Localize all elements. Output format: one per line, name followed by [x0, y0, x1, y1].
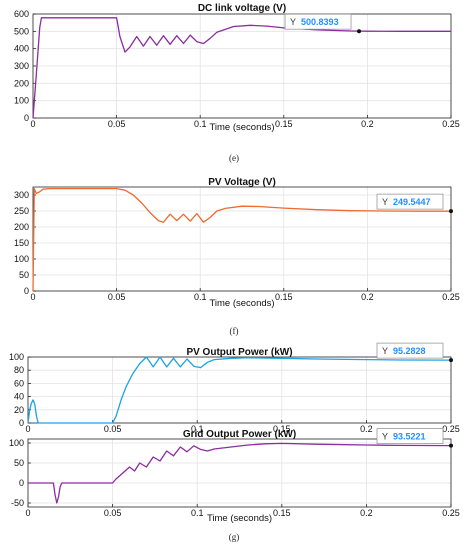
y-tick-label-4: 80 — [14, 365, 24, 375]
datatip-marker — [449, 209, 453, 214]
x-tick-label-0: 0 — [30, 119, 35, 129]
x-tick-label-2: 0.1 — [194, 119, 207, 129]
y-tick-label-0: 0 — [24, 113, 29, 123]
x-tick-label-1: 0.05 — [108, 292, 126, 302]
axes-frame — [27, 356, 452, 424]
x-tick-label-0: 0 — [25, 424, 30, 434]
chart-title: Grid Output Power (kW) — [183, 429, 296, 440]
x-tick-label-5: 0.25 — [442, 508, 460, 518]
y-tick-label-3: 150 — [14, 238, 29, 248]
plot-area — [28, 357, 451, 423]
chart-title: PV Voltage (V) — [208, 177, 276, 188]
datatip-box — [376, 428, 444, 444]
x-tick-label-5: 0.25 — [442, 292, 460, 302]
y-tick-label-5: 250 — [14, 206, 29, 216]
x-tick-label-5: 0.25 — [442, 119, 460, 129]
chart-title: DC link voltage (V) — [198, 3, 286, 14]
datatip-label: Y — [382, 346, 388, 356]
y-tick-label-1: 100 — [14, 96, 29, 106]
x-tick-label-3: 0.15 — [275, 119, 293, 129]
x-tick-label-3: 0.15 — [273, 508, 291, 518]
y-tick-label-6: 300 — [14, 190, 29, 200]
y-tick-label-0: -50 — [11, 498, 24, 508]
series-line-1 — [32, 187, 451, 292]
datatip-box — [376, 193, 444, 210]
y-tick-label-0: 0 — [19, 418, 24, 428]
y-tick-label-2: 200 — [14, 78, 29, 88]
datatip-value: 93.5221 — [393, 432, 426, 442]
x-tick-label-4: 0.2 — [361, 119, 374, 129]
series-line-1 — [32, 17, 451, 119]
datatip-marker — [449, 443, 453, 448]
y-tick-label-4: 200 — [14, 222, 29, 232]
datatip-label: Y — [290, 17, 296, 27]
x-tick-label-5: 0.25 — [442, 424, 460, 434]
x-axis-label: Time (seconds) — [209, 122, 274, 133]
chart-2: 0 0.05 0.1 0.15 0.2 0.25 0 50 100 150 200 250 300 PV … — [14, 177, 460, 309]
caption-f: (f) — [230, 326, 239, 336]
y-tick-label-5: 100 — [9, 352, 24, 362]
caption-g: (g) — [229, 532, 240, 542]
datatip-value: 500.8393 — [301, 17, 339, 27]
x-axis-label: Time (seconds) — [207, 513, 272, 524]
x-tick-label-1: 0.05 — [108, 119, 126, 129]
y-tick-label-3: 60 — [14, 378, 24, 388]
x-tick-label-4: 0.2 — [360, 508, 373, 518]
x-tick-label-1: 0.05 — [104, 508, 122, 518]
x-tick-label-2: 0.1 — [191, 508, 204, 518]
y-tick-label-5: 500 — [14, 26, 29, 36]
y-tick-label-1: 0 — [19, 478, 24, 488]
datatip-marker — [357, 29, 362, 34]
y-tick-label-2: 50 — [14, 458, 24, 468]
series-line-1 — [28, 442, 452, 504]
x-tick-label-0: 0 — [25, 508, 30, 518]
y-tick-label-2: 40 — [14, 392, 24, 402]
y-tick-label-1: 20 — [14, 405, 24, 415]
datatip-value: 95.2828 — [393, 346, 426, 356]
datatip-value: 249.5447 — [393, 197, 431, 207]
y-tick-label-4: 400 — [14, 44, 29, 54]
x-tick-label-3: 0.15 — [275, 292, 293, 302]
y-tick-label-2: 100 — [14, 254, 29, 264]
chart-title: PV Output Power (kW) — [186, 347, 292, 358]
y-tick-label-3: 100 — [9, 438, 24, 448]
datatip-box — [284, 13, 352, 30]
datatip-box — [376, 342, 444, 359]
x-axis-label: Time (seconds) — [209, 298, 274, 309]
chart-1: 0 0.05 0.1 0.15 0.2 0.25 0 100 200 300 400 500 600 DC… — [14, 3, 460, 133]
x-tick-label-4: 0.2 — [361, 292, 374, 302]
x-tick-label-3: 0.15 — [273, 424, 291, 434]
datatip-label: Y — [382, 432, 388, 442]
x-tick-label-1: 0.05 — [104, 424, 122, 434]
caption-e: (e) — [229, 153, 239, 163]
y-tick-label-6: 600 — [14, 9, 29, 19]
x-tick-label-2: 0.1 — [194, 292, 207, 302]
y-tick-label-0: 0 — [24, 286, 29, 296]
x-tick-label-0: 0 — [30, 292, 35, 302]
y-tick-label-1: 50 — [19, 270, 29, 280]
y-tick-label-3: 300 — [14, 61, 29, 71]
axes-frame — [27, 438, 452, 508]
datatip-marker — [449, 358, 453, 363]
plot-area — [28, 439, 451, 507]
axes-frame — [32, 186, 452, 292]
x-tick-label-2: 0.1 — [191, 424, 204, 434]
datatip-label: Y — [382, 197, 388, 207]
x-tick-label-4: 0.2 — [360, 424, 373, 434]
series-line-1 — [27, 356, 452, 424]
